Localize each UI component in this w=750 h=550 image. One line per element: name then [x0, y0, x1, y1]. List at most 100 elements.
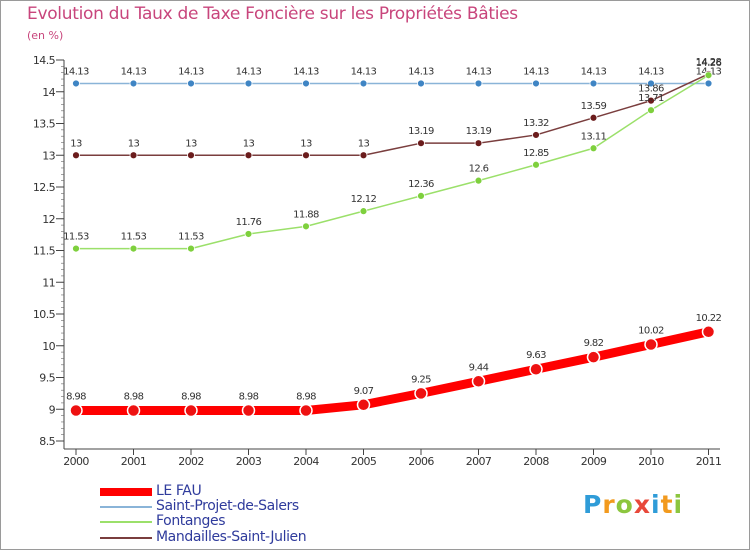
legend-swatch [100, 537, 152, 539]
data-label: 13.86 [638, 84, 664, 95]
data-label: 13.71 [638, 93, 664, 104]
data-label: 11.76 [236, 217, 262, 228]
data-label: 13.59 [581, 101, 607, 112]
data-point [529, 362, 543, 376]
legend-label: Fontanges [156, 513, 226, 529]
data-label: 12.6 [469, 164, 489, 175]
logo-letter: o [615, 490, 634, 519]
data-label: 14.28 [696, 57, 722, 68]
logo-letter: i [651, 490, 661, 519]
data-label: 13.11 [581, 131, 607, 142]
data-label: 12.36 [408, 179, 434, 190]
data-point [359, 79, 368, 88]
logo-letter: x [633, 490, 651, 519]
data-point [184, 403, 198, 418]
y-tick-label: 8.5 [39, 435, 55, 448]
data-point [417, 79, 425, 88]
legend-label: LE FAU [156, 483, 202, 499]
legend-label: Mandailles-Saint-Julien [156, 529, 307, 545]
x-tick-label: 2008 [523, 455, 549, 468]
data-label: 11.88 [293, 209, 319, 220]
data-point [129, 151, 138, 160]
data-label: 8.98 [124, 392, 144, 403]
logo-letter: t [660, 490, 674, 519]
y-tick-label: 12.5 [33, 181, 56, 194]
data-label: 13 [243, 138, 255, 149]
data-point [417, 191, 425, 200]
data-label: 9.07 [354, 386, 374, 397]
data-label: 9.63 [526, 350, 546, 361]
data-label: 11.53 [63, 232, 89, 243]
data-point [414, 386, 428, 401]
data-label: 14.13 [63, 66, 89, 77]
data-label: 13 [358, 138, 370, 149]
y-tick-label: 9.5 [39, 372, 55, 385]
legend-label: Saint-Projet-de-Salers [156, 498, 299, 514]
data-point [704, 79, 713, 88]
logo-letter: i [673, 490, 684, 519]
data-point [532, 79, 540, 88]
data-label: 11.53 [178, 232, 204, 243]
y-tick-label: 10 [42, 340, 55, 353]
y-tick-label: 10.5 [33, 308, 56, 321]
data-label: 13.19 [466, 126, 492, 137]
data-point [647, 106, 655, 115]
data-label: 14.13 [351, 66, 377, 77]
data-point [187, 151, 195, 160]
x-tick-label: 2005 [351, 455, 377, 468]
data-label: 10.02 [638, 325, 664, 336]
logo-letter: r [602, 490, 616, 519]
data-point [532, 160, 540, 169]
y-axis-unit: (en %) [27, 29, 64, 42]
data-label: 8.98 [66, 392, 86, 403]
data-label: 11.53 [121, 232, 147, 243]
data-point [72, 79, 80, 88]
data-label: 8.98 [296, 392, 316, 403]
data-point [586, 350, 601, 364]
data-point [471, 374, 486, 389]
x-tick-label: 2003 [236, 455, 262, 468]
chart-title: Evolution du Taux de Taxe Foncière sur l… [27, 4, 518, 24]
legend-swatch [100, 488, 152, 496]
data-label: 14.13 [638, 66, 664, 77]
y-tick-label: 11 [42, 276, 55, 289]
data-label: 9.25 [411, 374, 431, 385]
data-point [589, 79, 598, 88]
data-point [474, 79, 483, 88]
data-point [474, 139, 483, 148]
y-tick-label: 14.5 [33, 54, 56, 67]
data-point [359, 151, 368, 160]
data-point [356, 398, 371, 412]
data-label: 13 [185, 138, 197, 149]
data-point [647, 79, 655, 88]
data-point [474, 176, 483, 185]
data-label: 8.98 [239, 392, 259, 403]
data-label: 14.13 [408, 66, 434, 77]
data-point [589, 144, 598, 153]
proxiti-logo: Proxiti [583, 490, 683, 519]
data-label: 14.13 [523, 66, 549, 77]
data-label: 13 [300, 138, 312, 149]
data-point [589, 113, 598, 122]
data-point [244, 230, 253, 238]
data-point [417, 139, 425, 148]
x-tick-label: 2000 [63, 455, 89, 468]
y-tick-label: 14 [42, 86, 55, 99]
data-point [187, 244, 195, 253]
data-point [129, 79, 138, 88]
data-point [647, 96, 655, 105]
data-label: 9.82 [584, 338, 604, 349]
x-tick-label: 2007 [466, 455, 492, 468]
data-label: 8.98 [181, 392, 201, 403]
data-label: 13.32 [523, 118, 549, 129]
x-tick-label: 2004 [293, 455, 319, 468]
x-tick-label: 2006 [408, 455, 434, 468]
data-label: 14.13 [121, 66, 147, 77]
data-point [126, 403, 141, 418]
data-label: 13 [128, 138, 140, 149]
data-label: 14.13 [581, 66, 607, 77]
series-line [76, 74, 709, 250]
data-point [704, 71, 713, 80]
legend-swatch [100, 506, 152, 508]
